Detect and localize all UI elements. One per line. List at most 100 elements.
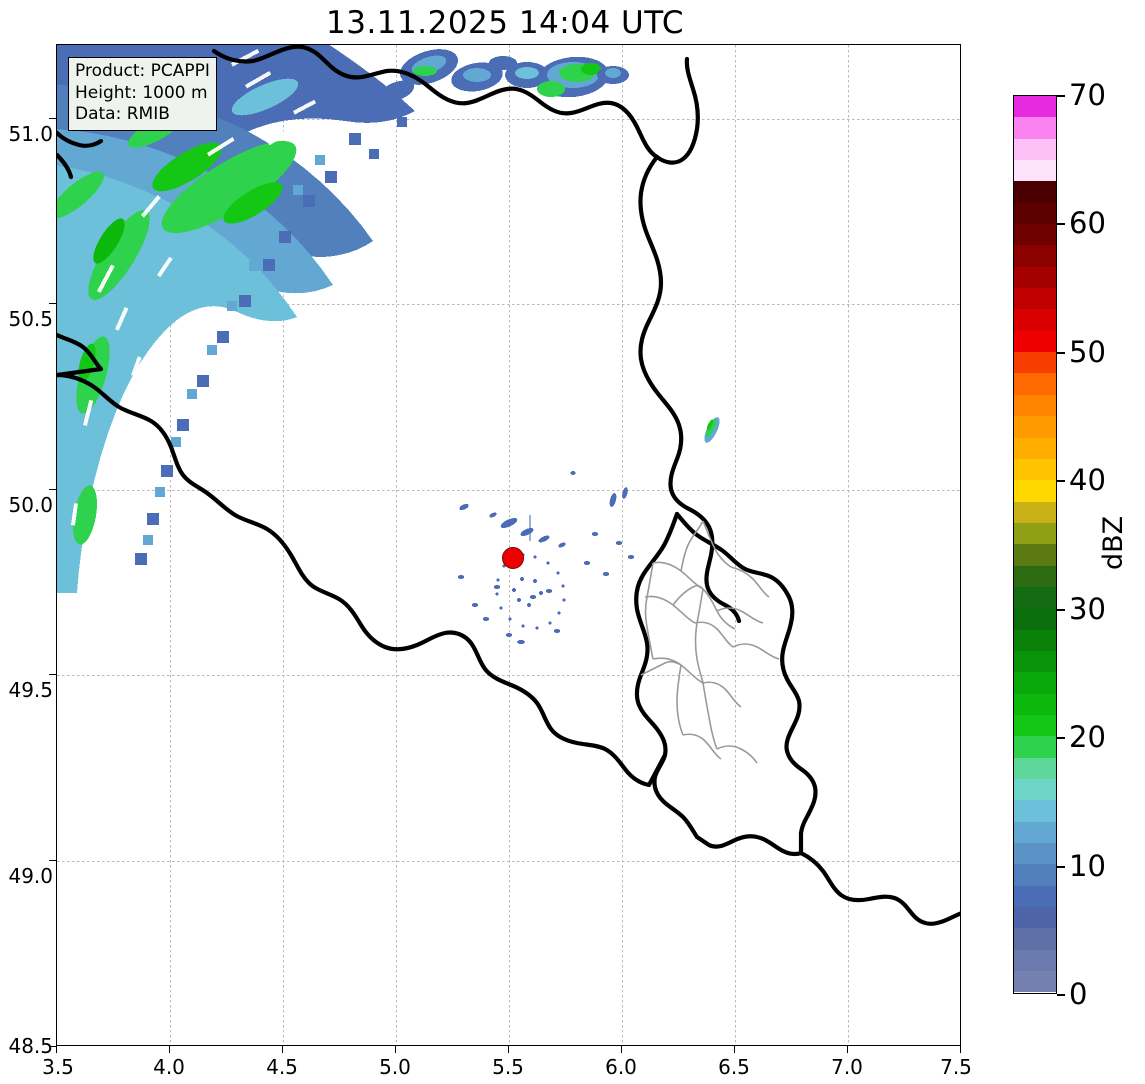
- colorbar-tick: [1057, 223, 1065, 225]
- colorbar-band: [1014, 309, 1056, 331]
- x-axis-label: 7.5: [940, 1055, 972, 1079]
- colorbar-tick: [1057, 609, 1065, 611]
- x-axis-tick: [169, 1046, 170, 1053]
- y-axis-tick: [49, 674, 56, 675]
- radar-reflectivity-layer: [57, 45, 720, 644]
- gridline-horizontal: [57, 861, 960, 862]
- x-axis-tick: [395, 1046, 396, 1053]
- colorbar-band: [1014, 693, 1056, 715]
- colorbar-band: [1014, 800, 1056, 822]
- x-axis-tick: [508, 1046, 509, 1053]
- gridline-horizontal: [57, 304, 960, 305]
- colorbar-tick-label: 0: [1069, 977, 1088, 1011]
- colorbar-tick: [1057, 95, 1065, 97]
- colorbar-band: [1014, 779, 1056, 801]
- x-axis-tick: [847, 1046, 848, 1053]
- y-axis-tick: [49, 489, 56, 490]
- radar-site-marker: [502, 547, 524, 569]
- colorbar-tick: [1057, 352, 1065, 354]
- x-axis-label: 5.5: [492, 1055, 524, 1079]
- colorbar-band: [1014, 885, 1056, 908]
- colorbar-band: [1014, 202, 1056, 225]
- colorbar-tick: [1057, 737, 1065, 739]
- colorbar-band: [1014, 266, 1056, 289]
- colorbar-band: [1014, 480, 1056, 502]
- colorbar-band: [1014, 245, 1056, 267]
- colorbar-band: [1014, 501, 1056, 523]
- colorbar-band: [1014, 352, 1056, 374]
- y-axis-label: 50.0: [8, 493, 53, 517]
- colorbar-band: [1014, 117, 1056, 139]
- colorbar-tick-label: 10: [1069, 849, 1106, 883]
- x-axis-label: 5.0: [379, 1055, 411, 1079]
- colorbar-band: [1014, 565, 1056, 587]
- colorbar-band: [1014, 522, 1056, 545]
- info-data-source: Data: RMIB: [75, 104, 170, 124]
- gridline-vertical: [848, 45, 849, 1045]
- info-box: Product: PCAPPI Height: 1000 m Data: RMI…: [68, 57, 217, 131]
- x-axis-tick: [621, 1046, 622, 1053]
- colorbar-band: [1014, 928, 1056, 950]
- colorbar-band: [1014, 736, 1056, 758]
- colorbar-tick: [1057, 480, 1065, 482]
- x-axis-label: 6.5: [718, 1055, 750, 1079]
- y-axis-label: 50.5: [8, 307, 53, 331]
- colorbar-tick: [1057, 866, 1065, 868]
- colorbar-band: [1014, 373, 1056, 395]
- colorbar-band: [1014, 181, 1056, 203]
- colorbar-band: [1014, 821, 1056, 844]
- colorbar: [1013, 95, 1057, 994]
- colorbar-band: [1014, 949, 1056, 972]
- colorbar-band: [1014, 586, 1056, 609]
- colorbar-band: [1014, 394, 1056, 417]
- colorbar-axis-title: dBZ: [1098, 515, 1129, 570]
- y-axis-label: 49.5: [8, 678, 53, 702]
- x-axis-label: 7.0: [831, 1055, 863, 1079]
- colorbar-band: [1014, 971, 1056, 993]
- plot-clip-area: Product: PCAPPI Height: 1000 m Data: RMI…: [57, 45, 960, 1045]
- x-axis-label: 3.5: [42, 1055, 74, 1079]
- colorbar-tick-label: 60: [1069, 206, 1106, 240]
- colorbar-tick-label: 40: [1069, 463, 1106, 497]
- colorbar-tick-label: 70: [1069, 78, 1106, 112]
- colorbar-band: [1014, 96, 1056, 118]
- colorbar-band: [1014, 458, 1056, 481]
- y-axis-tick: [49, 303, 56, 304]
- x-axis-tick: [282, 1046, 283, 1053]
- colorbar-band: [1014, 629, 1056, 651]
- x-axis-tick: [56, 1046, 57, 1053]
- colorbar-band: [1014, 672, 1056, 694]
- colorbar-band: [1014, 437, 1056, 459]
- colorbar-tick-label: 50: [1069, 335, 1106, 369]
- colorbar-band: [1014, 544, 1056, 566]
- y-axis-label: 49.0: [8, 864, 53, 888]
- page-title: 13.11.2025 14:04 UTC: [326, 5, 684, 41]
- y-axis-label: 48.5: [8, 1034, 53, 1058]
- y-axis-tick: [49, 860, 56, 861]
- info-product: Product: PCAPPI: [75, 61, 210, 81]
- x-axis-label: 4.5: [266, 1055, 298, 1079]
- colorbar-band: [1014, 138, 1056, 161]
- y-axis-tick: [49, 118, 56, 119]
- colorbar-band: [1014, 608, 1056, 630]
- colorbar-band: [1014, 224, 1056, 246]
- colorbar-tick: [1057, 994, 1065, 996]
- colorbar-band: [1014, 864, 1056, 886]
- colorbar-band: [1014, 160, 1056, 182]
- colorbar-band: [1014, 416, 1056, 438]
- radar-plot: Product: PCAPPI Height: 1000 m Data: RMI…: [56, 44, 961, 1046]
- colorbar-band: [1014, 714, 1056, 737]
- x-axis-label: 6.0: [605, 1055, 637, 1079]
- x-axis-tick: [960, 1046, 961, 1053]
- colorbar-band: [1014, 650, 1056, 673]
- colorbar-tick-label: 20: [1069, 720, 1106, 754]
- x-axis-label: 4.0: [153, 1055, 185, 1079]
- colorbar-band: [1014, 330, 1056, 353]
- info-height: Height: 1000 m: [75, 82, 208, 103]
- colorbar-band: [1014, 757, 1056, 779]
- colorbar-tick-label: 30: [1069, 592, 1106, 626]
- colorbar-band: [1014, 843, 1056, 865]
- x-axis-tick: [734, 1046, 735, 1053]
- y-axis-tick: [49, 1046, 56, 1047]
- colorbar-band: [1014, 907, 1056, 929]
